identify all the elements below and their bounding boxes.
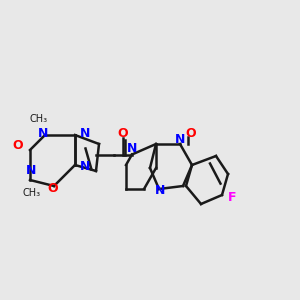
Text: CH₃: CH₃ [22, 188, 40, 199]
Text: O: O [185, 127, 196, 140]
Text: CH₃: CH₃ [30, 113, 48, 124]
Text: N: N [80, 127, 91, 140]
Text: N: N [127, 142, 137, 155]
Text: N: N [80, 160, 91, 173]
Text: F: F [228, 191, 237, 204]
Text: O: O [13, 139, 23, 152]
Text: N: N [175, 133, 185, 146]
Text: O: O [118, 127, 128, 140]
Text: N: N [38, 127, 49, 140]
Text: N: N [155, 184, 166, 197]
Text: O: O [47, 182, 58, 196]
Text: N: N [26, 164, 37, 178]
